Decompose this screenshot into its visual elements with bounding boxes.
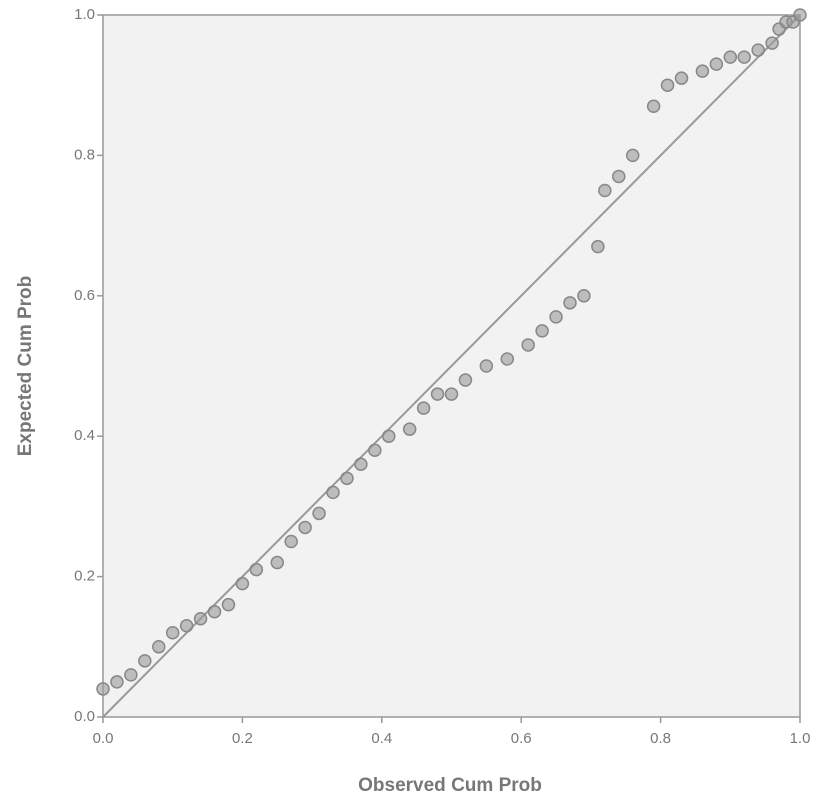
point bbox=[723, 50, 738, 64]
point bbox=[563, 296, 577, 310]
x-tick-label: 0.6 bbox=[511, 730, 532, 747]
y-axis-title: Expected Cum Prob bbox=[15, 276, 36, 457]
point bbox=[207, 604, 222, 619]
point bbox=[444, 387, 459, 401]
point bbox=[312, 506, 326, 521]
point bbox=[416, 401, 431, 415]
point bbox=[737, 50, 751, 64]
point bbox=[709, 57, 724, 71]
point bbox=[430, 387, 445, 401]
point bbox=[402, 422, 417, 436]
point bbox=[110, 675, 124, 689]
y-tick-label: 0.4 bbox=[74, 427, 95, 444]
point bbox=[249, 562, 264, 577]
point bbox=[577, 289, 591, 303]
x-tick-label: 0.0 bbox=[93, 730, 114, 747]
point bbox=[535, 324, 549, 338]
point bbox=[549, 310, 563, 324]
point bbox=[368, 443, 382, 457]
point bbox=[354, 457, 368, 472]
point bbox=[598, 183, 612, 198]
y-tick-label: 1.0 bbox=[74, 6, 95, 23]
point bbox=[660, 78, 675, 92]
reference-line bbox=[102, 14, 801, 718]
point bbox=[751, 43, 765, 57]
point bbox=[458, 373, 473, 387]
point bbox=[382, 429, 396, 443]
point bbox=[500, 352, 515, 366]
point bbox=[152, 640, 166, 654]
point bbox=[298, 520, 312, 535]
x-tick-label: 0.8 bbox=[650, 730, 671, 747]
point bbox=[479, 359, 494, 373]
x-axis-title: Observed Cum Prob bbox=[358, 775, 542, 796]
point bbox=[138, 654, 152, 668]
point bbox=[193, 611, 208, 626]
point bbox=[179, 618, 194, 633]
x-tick-label: 1.0 bbox=[790, 730, 811, 747]
x-tick-label: 0.2 bbox=[232, 730, 253, 747]
y-tick-label: 0.2 bbox=[74, 568, 95, 585]
point bbox=[235, 576, 250, 591]
point bbox=[521, 338, 535, 352]
point bbox=[165, 626, 180, 640]
point bbox=[221, 597, 236, 612]
x-tick-label: 0.4 bbox=[371, 730, 392, 747]
point bbox=[765, 36, 779, 50]
point bbox=[340, 471, 354, 486]
point bbox=[124, 668, 138, 682]
point bbox=[625, 148, 640, 163]
point bbox=[591, 239, 605, 254]
point bbox=[96, 682, 110, 696]
point bbox=[284, 534, 298, 549]
y-tick-label: 0.8 bbox=[74, 146, 95, 163]
point bbox=[674, 71, 689, 85]
y-tick-label: 0.6 bbox=[74, 287, 95, 304]
point bbox=[646, 99, 661, 114]
point bbox=[793, 8, 807, 22]
point bbox=[612, 169, 626, 184]
point bbox=[326, 485, 340, 500]
point bbox=[695, 64, 710, 78]
y-tick-label: 0.0 bbox=[74, 708, 95, 725]
point bbox=[270, 555, 284, 570]
